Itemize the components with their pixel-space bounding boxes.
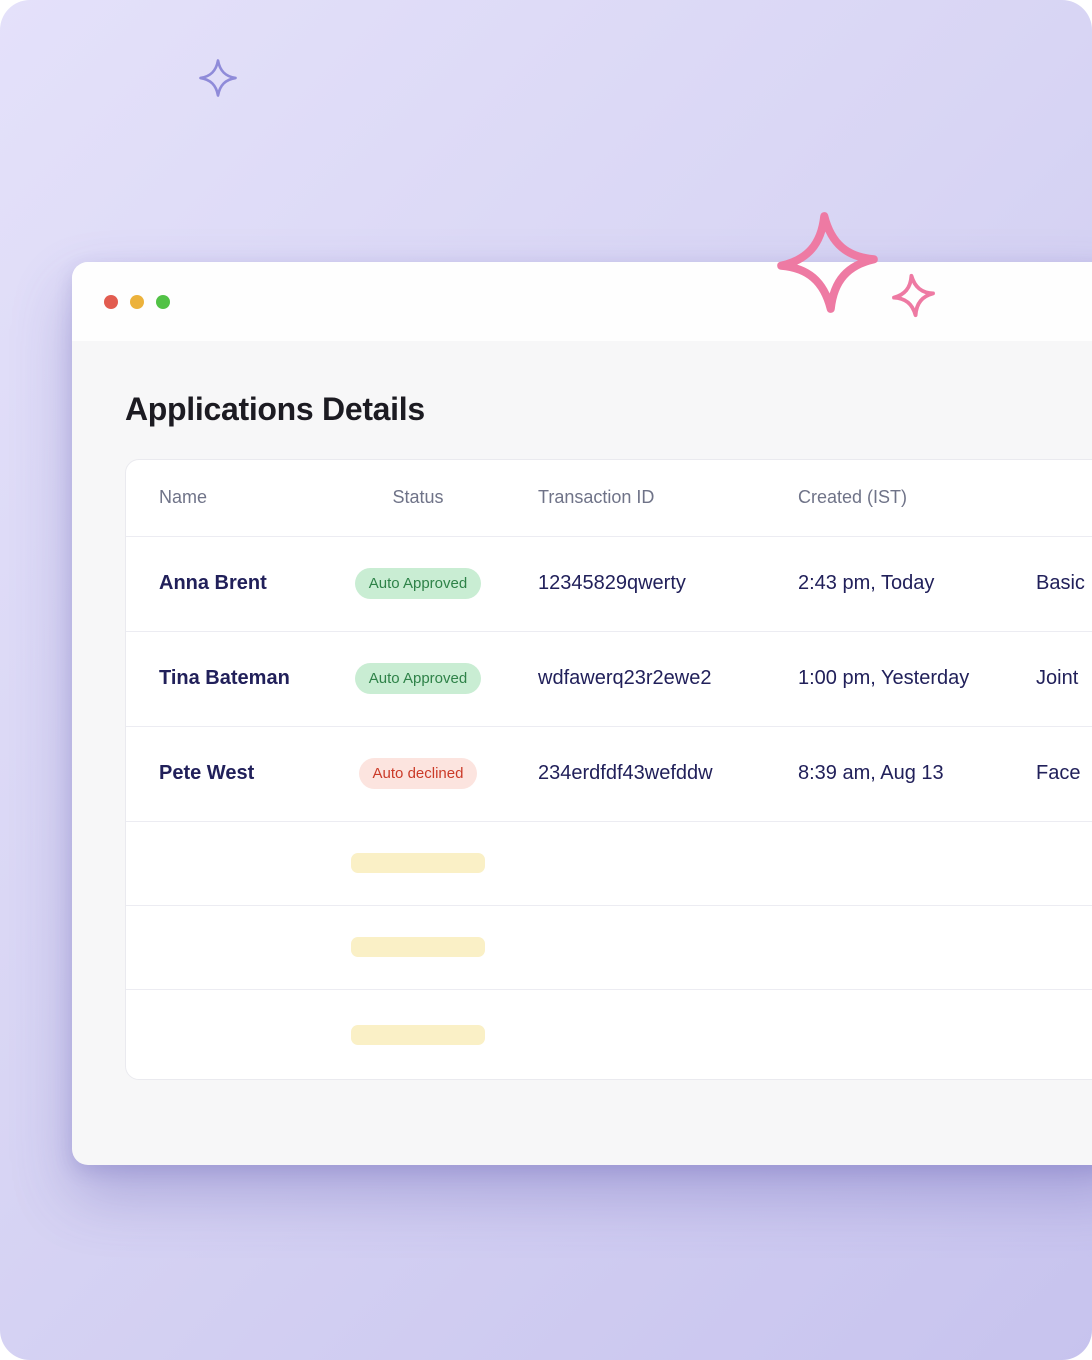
traffic-light-minimize-icon[interactable]: [130, 294, 144, 309]
column-header-status: Status: [392, 487, 444, 508]
status-badge: Auto declined: [358, 758, 478, 790]
cell-type: Joint: [1036, 667, 1079, 690]
cell-transaction-id: wdfawerq23r2ewe2: [538, 667, 712, 690]
page-title: Applications Details: [125, 391, 425, 427]
cell-created: 1:00 pm, Yesterday: [798, 667, 970, 690]
window-body: Applications Details Name Status Transac…: [72, 341, 1092, 1080]
column-header-created: Created (IST): [798, 487, 908, 508]
table-row: Tina Bateman Auto Approved wdfawerq23r2e…: [126, 630, 1092, 726]
table-header-row: Name Status Transaction ID Created (IST): [126, 460, 1092, 536]
cell-transaction-id: 234erdfdf43wefddw: [538, 762, 713, 785]
window-titlebar: [72, 262, 1092, 341]
cell-name: Anna Brent: [159, 572, 267, 595]
cell-transaction-id: 12345829qwerty: [538, 572, 686, 595]
column-header-name: Name: [159, 487, 208, 508]
skeleton-row: [126, 904, 1092, 989]
status-badge: Auto Approved: [354, 568, 482, 600]
cell-type: Basic: [1036, 572, 1085, 595]
traffic-light-maximize-icon[interactable]: [156, 294, 170, 309]
skeleton-pill: [351, 853, 485, 874]
skeleton-pill: [351, 1025, 485, 1046]
column-header-transaction-id: Transaction ID: [538, 487, 655, 508]
app-window: Applications Details Name Status Transac…: [72, 262, 1092, 1165]
skeleton-row: [126, 820, 1092, 905]
cell-type: Face: [1036, 762, 1081, 785]
applications-table: Name Status Transaction ID Created (IST)…: [125, 458, 1092, 1080]
skeleton-pill: [351, 937, 485, 958]
table-row: Pete West Auto declined 234erdfdf43wefdd…: [126, 725, 1092, 821]
cell-created: 2:43 pm, Today: [798, 572, 935, 595]
table-row: Anna Brent Auto Approved 12345829qwerty …: [126, 535, 1092, 631]
cell-created: 8:39 am, Aug 13: [798, 762, 944, 785]
cell-name: Tina Bateman: [159, 667, 290, 690]
status-badge: Auto Approved: [354, 663, 482, 695]
skeleton-row: [126, 988, 1092, 1079]
sparkle-icon: [891, 273, 936, 318]
cell-name: Pete West: [159, 762, 255, 785]
sparkle-icon: [777, 212, 878, 313]
traffic-light-close-icon[interactable]: [104, 294, 118, 309]
sparkle-icon: [199, 59, 237, 97]
